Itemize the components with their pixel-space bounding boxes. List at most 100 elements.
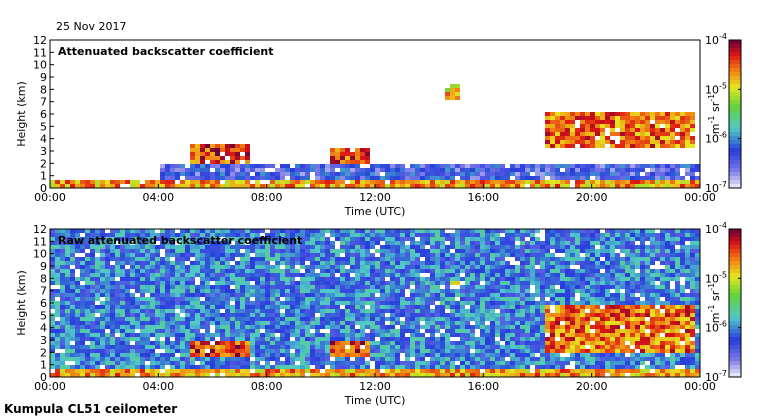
backscatter-cell: [560, 337, 565, 341]
backscatter-cell: [190, 349, 195, 353]
backscatter-cell: [305, 285, 310, 289]
backscatter-cell: [590, 132, 595, 136]
backscatter-cell: [570, 337, 575, 341]
backscatter-cell: [535, 281, 540, 285]
backscatter-cell: [545, 184, 550, 188]
backscatter-cell: [245, 144, 250, 148]
backscatter-cell: [505, 168, 510, 172]
backscatter-cell: [440, 297, 445, 301]
backscatter-cell: [555, 237, 560, 241]
backscatter-cell: [385, 309, 390, 313]
backscatter-cell: [560, 285, 565, 289]
backscatter-cell: [535, 172, 540, 176]
backscatter-cell: [515, 361, 520, 365]
backscatter-cell: [195, 293, 200, 297]
backscatter-cell: [525, 317, 530, 321]
backscatter-cell: [595, 293, 600, 297]
backscatter-cell: [225, 297, 230, 301]
backscatter-cell: [235, 293, 240, 297]
backscatter-cell: [230, 144, 235, 148]
backscatter-cell: [560, 229, 565, 233]
backscatter-cell: [390, 180, 395, 184]
backscatter-cell: [210, 176, 215, 180]
backscatter-cell: [690, 184, 695, 188]
backscatter-cell: [550, 144, 555, 148]
backscatter-cell: [185, 245, 190, 249]
backscatter-cell: [570, 297, 575, 301]
backscatter-cell: [70, 313, 75, 317]
backscatter-cell: [230, 180, 235, 184]
backscatter-cell: [570, 249, 575, 253]
backscatter-cell: [415, 184, 420, 188]
backscatter-cell: [545, 329, 550, 333]
backscatter-cell: [480, 305, 485, 309]
backscatter-cell: [50, 297, 55, 301]
backscatter-cell: [620, 144, 625, 148]
backscatter-cell: [120, 373, 125, 377]
backscatter-cell: [490, 237, 495, 241]
colorbar-segment: [729, 120, 741, 125]
backscatter-cell: [300, 357, 305, 361]
backscatter-cell: [515, 365, 520, 369]
backscatter-cell: [155, 337, 160, 341]
backscatter-cell: [185, 229, 190, 233]
backscatter-cell: [480, 321, 485, 325]
backscatter-cell: [320, 277, 325, 281]
backscatter-cell: [110, 237, 115, 241]
backscatter-cell: [595, 269, 600, 273]
backscatter-cell: [175, 313, 180, 317]
backscatter-cell: [590, 269, 595, 273]
backscatter-cell: [210, 269, 215, 273]
backscatter-cell: [390, 253, 395, 257]
backscatter-cell: [235, 269, 240, 273]
backscatter-cell: [500, 253, 505, 257]
backscatter-cell: [595, 325, 600, 329]
backscatter-cell: [195, 237, 200, 241]
backscatter-cell: [530, 261, 535, 265]
backscatter-cell: [120, 241, 125, 245]
backscatter-cell: [290, 241, 295, 245]
backscatter-cell: [420, 349, 425, 353]
backscatter-cell: [285, 285, 290, 289]
backscatter-cell: [215, 329, 220, 333]
backscatter-cell: [680, 124, 685, 128]
backscatter-cell: [590, 317, 595, 321]
backscatter-cell: [270, 373, 275, 377]
backscatter-cell: [230, 148, 235, 152]
backscatter-cell: [225, 164, 230, 168]
backscatter-cell: [355, 329, 360, 333]
backscatter-cell: [550, 273, 555, 277]
backscatter-cell: [190, 152, 195, 156]
backscatter-cell: [290, 285, 295, 289]
backscatter-cell: [485, 341, 490, 345]
backscatter-cell: [200, 229, 205, 233]
backscatter-cell: [590, 120, 595, 124]
backscatter-cell: [275, 341, 280, 345]
backscatter-cell: [385, 249, 390, 253]
backscatter-cell: [445, 261, 450, 265]
backscatter-cell: [260, 333, 265, 337]
backscatter-cell: [450, 313, 455, 317]
backscatter-cell: [125, 353, 130, 357]
backscatter-cell: [285, 164, 290, 168]
backscatter-cell: [355, 341, 360, 345]
backscatter-cell: [235, 273, 240, 277]
colorbar-segment: [729, 84, 741, 89]
backscatter-cell: [425, 257, 430, 261]
backscatter-cell: [335, 321, 340, 325]
backscatter-cell: [505, 265, 510, 269]
backscatter-cell: [50, 184, 55, 188]
backscatter-cell: [170, 285, 175, 289]
backscatter-cell: [585, 116, 590, 120]
backscatter-cell: [260, 321, 265, 325]
backscatter-cell: [260, 253, 265, 257]
backscatter-cell: [500, 172, 505, 176]
backscatter-cell: [655, 128, 660, 132]
backscatter-cell: [315, 289, 320, 293]
backscatter-cell: [275, 289, 280, 293]
backscatter-cell: [285, 365, 290, 369]
backscatter-cell: [95, 337, 100, 341]
backscatter-cell: [595, 249, 600, 253]
backscatter-cell: [400, 325, 405, 329]
backscatter-cell: [635, 136, 640, 140]
